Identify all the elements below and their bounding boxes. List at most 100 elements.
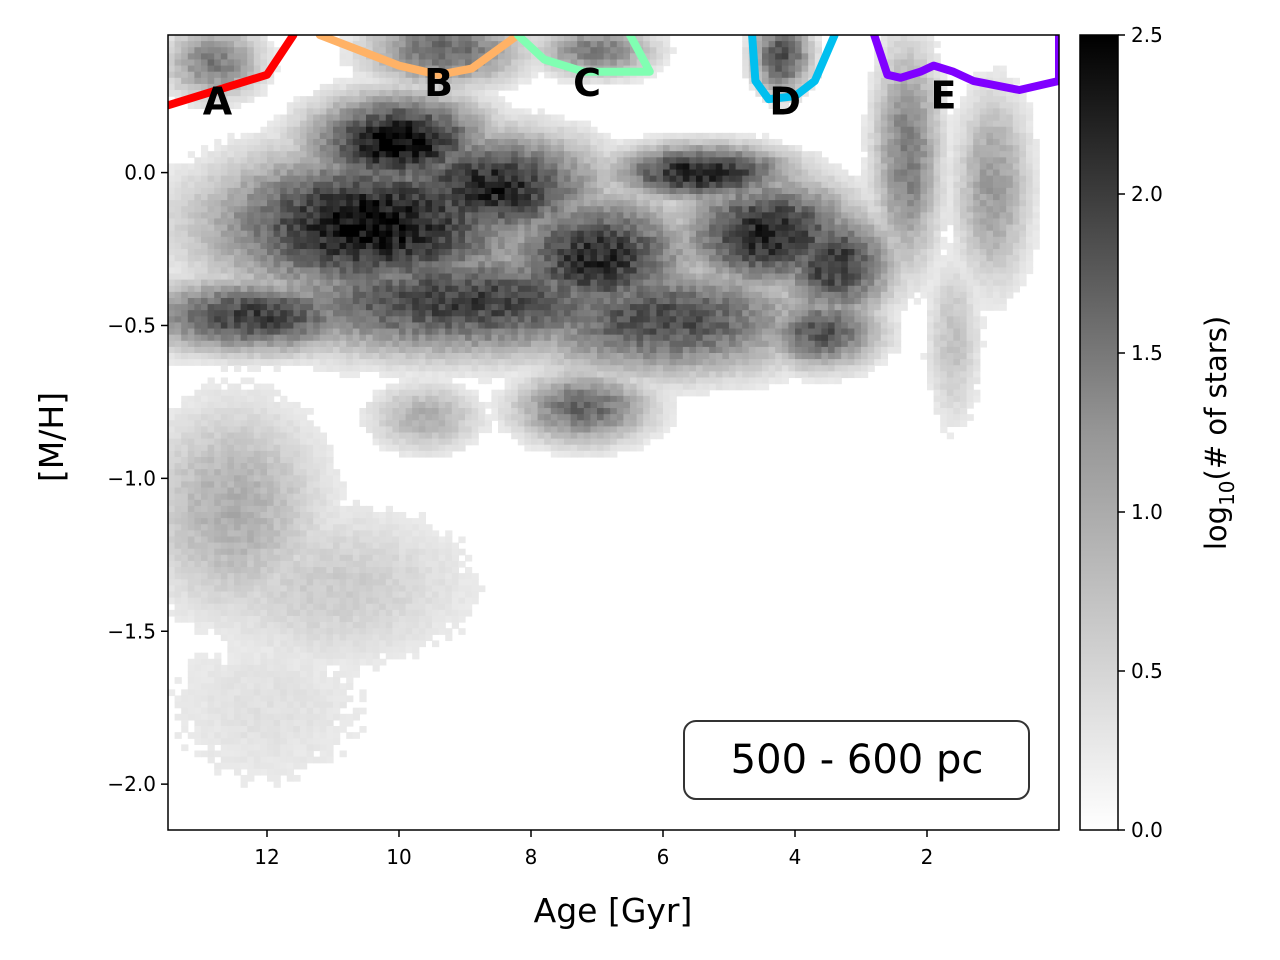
heatmap-cell — [194, 469, 202, 476]
heatmap-cell — [326, 194, 334, 201]
heatmap-cell — [405, 450, 413, 458]
heatmap-cell — [366, 83, 374, 91]
heatmap-cell — [445, 90, 453, 97]
heatmap-cell — [333, 132, 341, 140]
heatmap-cell — [379, 224, 387, 232]
heatmap-cell — [524, 322, 532, 330]
heatmap-cell — [471, 285, 479, 293]
heatmap-cell — [405, 96, 413, 103]
heatmap-cell — [293, 609, 301, 617]
heatmap-cell — [484, 420, 492, 427]
heatmap-cell — [194, 236, 202, 244]
heatmap-cell — [498, 328, 506, 336]
heatmap-cell — [181, 53, 189, 61]
heatmap-cell — [326, 554, 334, 562]
heatmap-cell — [293, 756, 301, 764]
heatmap-cell — [306, 499, 314, 507]
heatmap-cell — [458, 108, 466, 116]
heatmap-cell — [194, 224, 202, 232]
heatmap-cell — [352, 615, 360, 623]
heatmap-cell — [234, 194, 242, 201]
heatmap-cell — [247, 47, 255, 54]
heatmap-cell — [352, 279, 360, 287]
heatmap-cell — [412, 194, 420, 201]
heatmap-cell — [372, 328, 380, 336]
heatmap-cell — [425, 383, 433, 391]
heatmap-cell — [174, 194, 182, 201]
heatmap-cell — [214, 573, 222, 580]
heatmap-cell — [445, 310, 453, 317]
heatmap-cell — [352, 609, 360, 617]
heatmap-cell — [220, 719, 228, 727]
heatmap-cell — [201, 652, 209, 660]
heatmap-cell — [326, 255, 334, 262]
heatmap-cell — [280, 138, 288, 146]
heatmap-cell — [478, 255, 486, 262]
heatmap-cell — [392, 194, 400, 201]
heatmap-cell — [339, 671, 347, 678]
heatmap-cell — [339, 206, 347, 213]
heatmap-cell — [181, 194, 189, 201]
heatmap-cell — [379, 548, 387, 556]
heatmap-cell — [326, 145, 334, 152]
heatmap-cell — [498, 420, 506, 427]
heatmap-cell — [306, 512, 314, 519]
heatmap-cell — [478, 90, 486, 97]
heatmap-cell — [168, 328, 176, 336]
heatmap-cell — [451, 359, 459, 366]
heatmap-cell — [339, 261, 347, 268]
heatmap-cell — [260, 273, 268, 281]
heatmap-cell — [286, 145, 294, 152]
heatmap-cell — [181, 83, 189, 91]
heatmap-cell — [194, 163, 202, 171]
heatmap-cell — [385, 187, 393, 195]
heatmap-cell — [286, 567, 294, 574]
heatmap-cell — [425, 151, 433, 158]
heatmap-cell — [234, 138, 242, 146]
heatmap-cell — [267, 499, 275, 507]
heatmap-cell — [293, 157, 301, 165]
heatmap-cell — [385, 579, 393, 586]
heatmap-cell — [432, 114, 440, 122]
heatmap-cell — [418, 310, 426, 317]
heatmap-cell — [438, 389, 446, 397]
heatmap-cell — [392, 279, 400, 287]
heatmap-cell — [458, 438, 466, 446]
heatmap-cell — [187, 102, 195, 109]
heatmap-cell — [471, 401, 479, 409]
heatmap-cell — [379, 126, 387, 134]
heatmap-cell — [478, 108, 486, 116]
heatmap-cell — [181, 689, 189, 697]
heatmap-cell — [405, 622, 413, 629]
heatmap-cell — [352, 157, 360, 165]
heatmap-cell — [491, 120, 499, 128]
heatmap-cell — [392, 138, 400, 146]
heatmap-cell — [240, 432, 248, 440]
heatmap-cell — [352, 652, 360, 660]
heatmap-cell — [392, 603, 400, 611]
heatmap-cell — [181, 567, 189, 574]
heatmap-cell — [240, 279, 248, 287]
heatmap-cell — [300, 322, 308, 330]
heatmap-cell — [286, 774, 294, 782]
heatmap-cell — [187, 53, 195, 61]
heatmap-cell — [260, 677, 268, 684]
heatmap-cell — [247, 353, 255, 360]
heatmap-cell — [366, 59, 374, 67]
heatmap-cell — [293, 530, 301, 538]
heatmap-cell — [484, 59, 492, 67]
heatmap-cell — [372, 573, 380, 580]
heatmap-cell — [313, 328, 321, 336]
heatmap-cell — [273, 548, 281, 556]
heatmap-cell — [511, 71, 519, 79]
heatmap-cell — [220, 157, 228, 165]
heatmap-cell — [359, 554, 367, 562]
heatmap-cell — [240, 408, 248, 415]
heatmap-cell — [286, 481, 294, 489]
heatmap-cell — [187, 206, 195, 213]
heatmap-cell — [234, 334, 242, 342]
heatmap-cell — [201, 151, 209, 158]
heatmap-cell — [346, 230, 354, 238]
heatmap-cell — [326, 444, 334, 452]
heatmap-cell — [517, 273, 525, 281]
